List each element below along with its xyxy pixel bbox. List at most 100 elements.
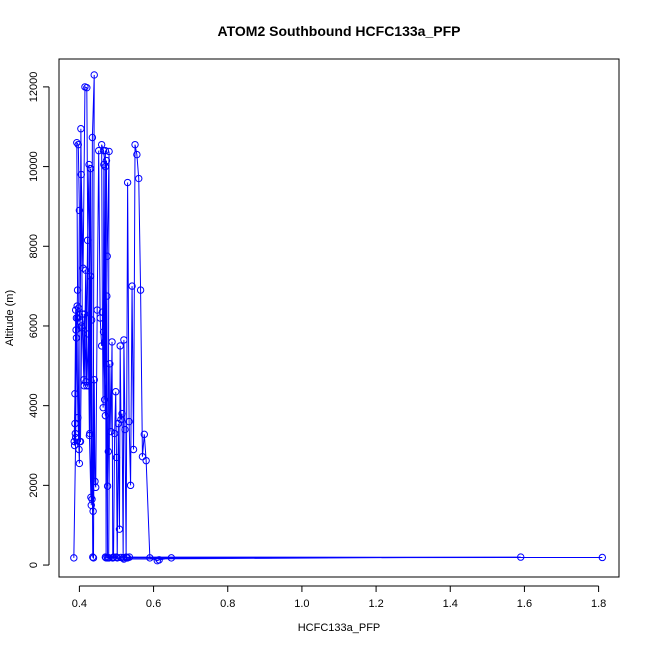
y-axis: 0 2000 4000 6000 8000 10000 12000 <box>28 72 50 568</box>
x-tick-label: 1.2 <box>368 598 383 610</box>
data-point <box>136 286 145 294</box>
x-tick-label: 0.8 <box>220 598 235 610</box>
data-point <box>85 160 93 169</box>
data-point <box>71 433 80 442</box>
data-point <box>100 395 109 404</box>
data-point <box>114 419 123 428</box>
x-tick-label: 0.6 <box>146 598 161 610</box>
data-point <box>123 178 132 187</box>
data-point <box>128 282 136 290</box>
data-point <box>75 445 83 454</box>
data-point <box>105 554 113 562</box>
data-point <box>140 430 149 439</box>
data-point <box>90 71 98 79</box>
data-point <box>110 429 119 438</box>
data-point <box>80 382 88 390</box>
data-point <box>71 429 80 438</box>
data-point <box>93 306 101 314</box>
data-point <box>70 441 79 450</box>
data-point <box>92 483 100 492</box>
chart-title: ATOM2 Southbound HCFC133a_PFP <box>218 23 461 39</box>
data-point <box>72 326 80 334</box>
data-point <box>112 453 121 462</box>
data-point <box>103 482 112 490</box>
data-point <box>116 342 124 350</box>
data-point <box>112 388 120 396</box>
data-point <box>108 338 116 346</box>
data-point <box>104 447 113 456</box>
data-point <box>142 456 150 465</box>
data-point <box>87 493 95 502</box>
data-point <box>73 286 82 294</box>
y-tick-label: 10000 <box>28 151 40 182</box>
data-point <box>125 417 133 426</box>
y-tick-label: 12000 <box>28 72 40 103</box>
data-point <box>109 554 117 562</box>
data-point <box>99 403 107 412</box>
data-point <box>70 554 78 562</box>
data-point <box>79 310 87 318</box>
x-axis-label: HCFC133a_PFP <box>298 622 381 634</box>
data-point <box>138 452 147 461</box>
data-point <box>83 236 92 245</box>
data-point <box>101 553 110 561</box>
data-point <box>75 459 84 468</box>
data-point <box>107 427 115 436</box>
data-point <box>129 445 138 454</box>
data-point <box>72 334 81 342</box>
data-point <box>102 156 111 165</box>
data-point <box>74 140 82 149</box>
series-line <box>73 74 603 562</box>
x-tick-label: 1.4 <box>443 598 458 610</box>
x-tick-label: 1.8 <box>591 598 606 610</box>
data-point <box>73 138 81 147</box>
data-point <box>83 382 91 390</box>
data-point <box>84 330 93 338</box>
data-point <box>77 170 85 179</box>
x-tick-label: 0.4 <box>72 598 87 610</box>
data-point <box>100 160 108 169</box>
data-point <box>71 306 80 314</box>
data-point <box>101 146 110 155</box>
data-point <box>84 382 93 390</box>
y-tick-label: 0 <box>28 562 40 568</box>
data-point <box>97 342 106 350</box>
data-point <box>155 556 163 564</box>
x-tick-label: 1.0 <box>294 598 309 610</box>
x-axis: 0.4 0.6 0.8 1.0 1.2 1.4 1.6 1.8 <box>72 585 606 610</box>
data-point <box>120 553 128 562</box>
data-point <box>135 174 143 183</box>
x-tick-label: 1.6 <box>517 598 532 610</box>
data-point <box>146 554 154 562</box>
data-point <box>82 266 90 274</box>
data-point <box>77 322 86 330</box>
data-point <box>121 425 129 434</box>
data-point <box>131 140 139 149</box>
data-point <box>106 360 114 368</box>
data-point <box>120 336 128 344</box>
data-point <box>167 554 176 562</box>
data-point <box>86 272 95 280</box>
data-point <box>115 525 124 533</box>
plot-frame <box>58 58 620 578</box>
data-point <box>117 553 125 562</box>
data-point <box>598 553 607 562</box>
y-tick-label: 4000 <box>28 393 40 417</box>
data-point <box>98 308 107 316</box>
data-point <box>101 411 110 420</box>
data-point <box>99 146 108 155</box>
data-point <box>517 553 525 561</box>
data-point <box>87 316 96 324</box>
data-point <box>126 481 135 490</box>
data-point <box>105 147 113 156</box>
data-point <box>118 409 126 418</box>
data-point <box>88 133 97 142</box>
data-point <box>83 83 91 92</box>
y-tick-label: 6000 <box>28 314 40 338</box>
data-point <box>77 125 85 133</box>
data-point <box>71 390 79 398</box>
data-point <box>86 164 95 173</box>
data-point <box>99 328 108 336</box>
plot-area <box>70 71 607 565</box>
